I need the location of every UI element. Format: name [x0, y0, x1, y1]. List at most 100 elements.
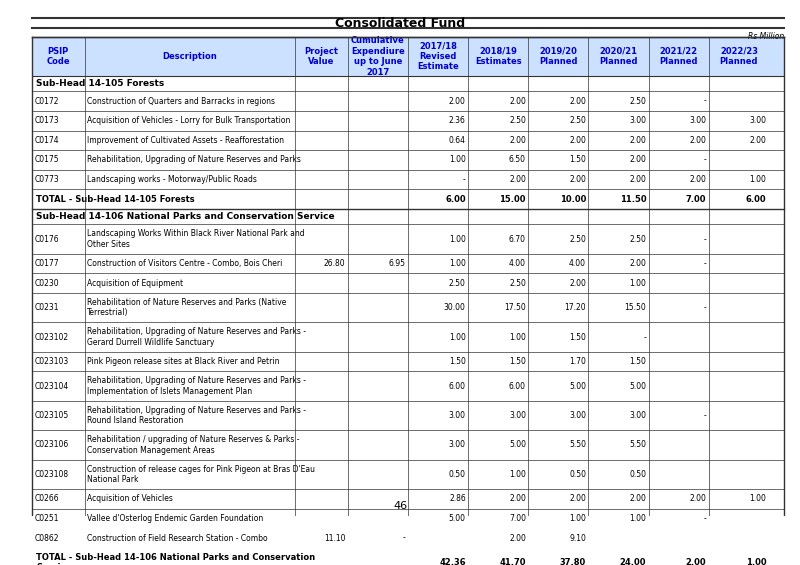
Text: 6.95: 6.95 [389, 259, 406, 268]
Text: Construction of Quarters and Barracks in regions: Construction of Quarters and Barracks in… [87, 97, 275, 106]
Text: -: - [403, 533, 406, 542]
Text: 2.00: 2.00 [690, 175, 706, 184]
Text: 1.00: 1.00 [750, 175, 766, 184]
Text: 1.00: 1.00 [570, 514, 586, 523]
Text: 1.00: 1.00 [449, 234, 466, 244]
Text: 2.00: 2.00 [630, 259, 646, 268]
Text: 2.00: 2.00 [449, 97, 466, 106]
Text: C023106: C023106 [34, 441, 69, 450]
Text: 1.00: 1.00 [630, 279, 646, 288]
Text: Construction of Field Research Station - Combo: Construction of Field Research Station -… [87, 533, 268, 542]
Text: -: - [643, 333, 646, 342]
Text: C0174: C0174 [34, 136, 59, 145]
Text: 2.50: 2.50 [630, 234, 646, 244]
Text: Rehabilitation, Upgrading of Nature Reserves and Parks -
Round Island Restoratio: Rehabilitation, Upgrading of Nature Rese… [87, 406, 306, 425]
Bar [32, 371, 784, 401]
Text: 41.70: 41.70 [499, 558, 526, 565]
Text: 6.00: 6.00 [746, 195, 766, 203]
Text: 37.80: 37.80 [560, 558, 586, 565]
Text: 4.00: 4.00 [569, 259, 586, 268]
Text: 2017/18
Revised
Estimate: 2017/18 Revised Estimate [418, 42, 459, 71]
Bar [32, 209, 784, 224]
Bar [32, 131, 784, 150]
Text: Rehabilitation / upgrading of Nature Reserves & Parks -
Conservation Management : Rehabilitation / upgrading of Nature Res… [87, 435, 299, 455]
Text: C0172: C0172 [34, 97, 59, 106]
Text: -: - [704, 514, 706, 523]
Text: 11.50: 11.50 [620, 195, 646, 203]
Text: Landscaping works - Motorway/Public Roads: Landscaping works - Motorway/Public Road… [87, 175, 257, 184]
Text: 9.10: 9.10 [570, 533, 586, 542]
Text: 5.50: 5.50 [630, 441, 646, 450]
Text: C0175: C0175 [34, 155, 59, 164]
Text: 15.50: 15.50 [625, 303, 646, 312]
Bar [32, 254, 784, 273]
Text: 5.00: 5.00 [449, 514, 466, 523]
Text: 2.00: 2.00 [690, 494, 706, 503]
Bar [32, 489, 784, 509]
Bar [32, 528, 784, 548]
Text: 2.00: 2.00 [630, 175, 646, 184]
Text: -: - [704, 411, 706, 420]
Text: 1.70: 1.70 [570, 357, 586, 366]
Text: 17.20: 17.20 [565, 303, 586, 312]
Text: Pink Pigeon release sites at Black River and Petrin: Pink Pigeon release sites at Black River… [87, 357, 279, 366]
Text: 6.70: 6.70 [509, 234, 526, 244]
Text: 1.00: 1.00 [630, 514, 646, 523]
Text: 6.50: 6.50 [509, 155, 526, 164]
Text: 7.00: 7.00 [509, 514, 526, 523]
Text: C023108: C023108 [34, 470, 69, 479]
Text: 1.50: 1.50 [449, 357, 466, 366]
Text: 2.86: 2.86 [449, 494, 466, 503]
Text: 46: 46 [393, 501, 407, 511]
Bar [32, 224, 784, 254]
Text: 1.50: 1.50 [570, 155, 586, 164]
Text: 2.00: 2.00 [509, 533, 526, 542]
Text: 5.00: 5.00 [509, 441, 526, 450]
Text: Rehabilitation, Upgrading of Nature Reserves and Parks -
Implementation of Islet: Rehabilitation, Upgrading of Nature Rese… [87, 376, 306, 396]
Text: 2.00: 2.00 [570, 279, 586, 288]
Text: 3.00: 3.00 [509, 411, 526, 420]
Text: Rehabilitation of Nature Reserves and Parks (Native
Terrestrial): Rehabilitation of Nature Reserves and Pa… [87, 298, 286, 318]
Text: Acquisition of Vehicles - Lorry for Bulk Transportation: Acquisition of Vehicles - Lorry for Bulk… [87, 116, 290, 125]
Text: -: - [704, 155, 706, 164]
Bar [32, 460, 784, 489]
Text: C0862: C0862 [34, 533, 59, 542]
Text: 2021/22
Planned: 2021/22 Planned [659, 47, 698, 66]
Text: 5.50: 5.50 [569, 441, 586, 450]
Text: 6.00: 6.00 [509, 382, 526, 390]
Text: -: - [704, 303, 706, 312]
Text: 2019/20
Planned: 2019/20 Planned [539, 47, 578, 66]
Text: 17.50: 17.50 [504, 303, 526, 312]
Text: 2.36: 2.36 [449, 116, 466, 125]
Bar [32, 76, 784, 92]
Text: 1.50: 1.50 [570, 333, 586, 342]
Text: 2.00: 2.00 [570, 175, 586, 184]
Text: 3.00: 3.00 [690, 116, 706, 125]
Text: Sub-Head 14-105 Forests: Sub-Head 14-105 Forests [36, 79, 164, 88]
Text: 2.50: 2.50 [630, 97, 646, 106]
Text: 11.10: 11.10 [324, 533, 346, 542]
Bar [32, 293, 784, 323]
Text: 2.00: 2.00 [570, 136, 586, 145]
Bar [32, 92, 784, 111]
Text: Consolidated Fund: Consolidated Fund [335, 17, 465, 30]
Bar [32, 548, 784, 565]
Text: 6.00: 6.00 [449, 382, 466, 390]
Text: C0177: C0177 [34, 259, 59, 268]
Text: 10.00: 10.00 [560, 195, 586, 203]
Text: C0266: C0266 [34, 494, 59, 503]
Bar [32, 431, 784, 460]
Text: 2.00: 2.00 [630, 155, 646, 164]
Text: C0231: C0231 [34, 303, 59, 312]
Text: C0251: C0251 [34, 514, 59, 523]
Text: 1.50: 1.50 [630, 357, 646, 366]
Text: C023103: C023103 [34, 357, 69, 366]
Text: 1.00: 1.00 [449, 155, 466, 164]
Text: 2.00: 2.00 [509, 136, 526, 145]
Text: 3.00: 3.00 [449, 441, 466, 450]
Text: 2.50: 2.50 [449, 279, 466, 288]
Text: Acquisition of Vehicles: Acquisition of Vehicles [87, 494, 173, 503]
Text: Construction of release cages for Pink Pigeon at Bras D'Eau
National Park: Construction of release cages for Pink P… [87, 464, 315, 484]
Text: 42.36: 42.36 [439, 558, 466, 565]
Text: 1.00: 1.00 [449, 259, 466, 268]
